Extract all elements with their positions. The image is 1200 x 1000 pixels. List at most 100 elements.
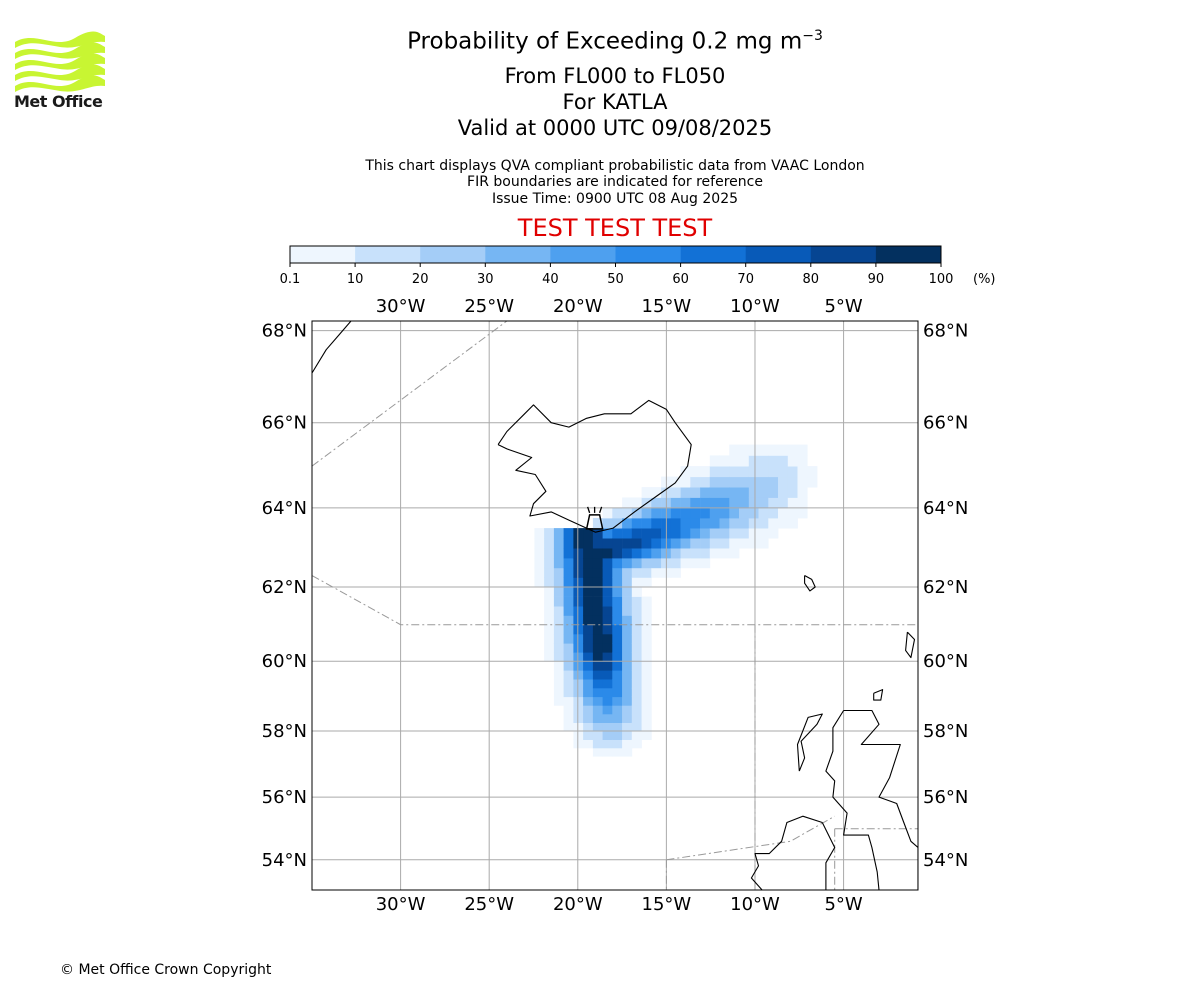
plume-cell xyxy=(553,624,564,635)
plume-cell xyxy=(631,714,642,723)
plume-cell xyxy=(631,567,642,578)
plume-cell xyxy=(690,518,701,529)
plume-cell xyxy=(729,528,740,539)
issue-time: Issue Time: 0900 UTC 08 Aug 2025 xyxy=(491,191,739,207)
plume-cell xyxy=(602,507,613,519)
plume-cell xyxy=(631,643,642,653)
plume-cell xyxy=(534,538,545,549)
plume-cell xyxy=(563,722,574,732)
plume-cell xyxy=(544,567,555,578)
plume-cell xyxy=(534,567,545,578)
plume-cell xyxy=(709,466,720,478)
plume-cell xyxy=(709,455,720,467)
plume-cell xyxy=(631,548,642,559)
plume-cell xyxy=(641,634,652,644)
colorbar-segment xyxy=(875,246,942,263)
colorbar-segment xyxy=(680,246,746,263)
plume-cell xyxy=(553,643,564,653)
plume-cell xyxy=(739,528,750,539)
coastlines xyxy=(312,321,918,890)
plume-cell xyxy=(573,596,584,607)
plume-cell xyxy=(592,731,603,740)
plume-cell xyxy=(602,596,613,607)
plume-cell xyxy=(729,548,740,559)
plume-cell xyxy=(631,696,642,706)
plume-cell xyxy=(758,476,769,488)
plume-cell xyxy=(670,497,681,509)
plume-cell xyxy=(631,606,642,616)
plume-cell xyxy=(748,455,759,467)
plume-cell xyxy=(670,487,681,498)
latitude-label: 66°N xyxy=(262,413,307,434)
plume-cell xyxy=(612,722,623,732)
plume-cell xyxy=(622,615,633,626)
plume-cell xyxy=(748,497,759,509)
plume-cell xyxy=(622,739,633,749)
plume-cell xyxy=(602,518,613,529)
longitude-label: 10°W xyxy=(730,296,780,317)
ash-probability-plume xyxy=(534,444,818,757)
plume-cell xyxy=(602,722,613,732)
plume-cell xyxy=(631,679,642,689)
plume-cell xyxy=(729,455,740,467)
plume-cell xyxy=(612,624,623,635)
coastline xyxy=(905,631,916,659)
plume-cell xyxy=(739,497,750,509)
plume-cell xyxy=(592,558,603,569)
plume-cell xyxy=(602,528,613,539)
plume-cell xyxy=(602,687,613,698)
plume-cell xyxy=(573,548,584,559)
plume-cell xyxy=(719,476,730,488)
plume-cell xyxy=(583,652,594,662)
plume-cell xyxy=(612,714,623,723)
plume-cell xyxy=(778,444,789,456)
plume-cell xyxy=(641,679,652,689)
longitude-label: 30°W xyxy=(376,296,426,317)
plume-cell xyxy=(622,528,633,539)
plume-cell xyxy=(612,687,623,698)
flight-level-range: From FL000 to FL050 xyxy=(504,64,726,88)
plume-cell xyxy=(631,507,642,519)
chart-title: Probability of Exceeding 0.2 mg m−3 xyxy=(0,28,1200,55)
plume-cell xyxy=(553,679,564,689)
longitude-label: 5°W xyxy=(824,296,862,317)
plume-cell xyxy=(583,687,594,698)
plume-cell xyxy=(602,643,613,653)
plume-cell xyxy=(534,558,545,569)
plume-cell xyxy=(592,696,603,706)
plume-cell xyxy=(758,528,769,539)
plume-cell xyxy=(778,466,789,478)
plume-cell xyxy=(719,518,730,529)
plume-cell xyxy=(631,538,642,549)
plume-cell xyxy=(680,466,691,478)
plume-cell xyxy=(690,548,701,559)
plume-cell xyxy=(622,643,633,653)
plume-cell xyxy=(778,507,789,519)
plume-cell xyxy=(680,548,691,559)
plume-cell xyxy=(768,444,779,456)
plume-cell xyxy=(583,615,594,626)
plume-cell xyxy=(563,596,574,607)
plume-cell xyxy=(563,558,574,569)
plume-cell xyxy=(719,466,730,478)
plume-cell xyxy=(758,466,769,478)
colorbar-segment xyxy=(355,246,421,263)
plume-cell xyxy=(787,497,798,509)
colorbar-tick-label: 0.1 xyxy=(280,272,301,287)
plume-cell xyxy=(768,497,779,509)
plume-cell xyxy=(573,696,584,706)
plume-cell xyxy=(563,696,574,706)
plume-cell xyxy=(573,538,584,549)
plume-cell xyxy=(573,705,584,715)
plume-cell xyxy=(612,507,623,519)
plume-cell xyxy=(739,466,750,478)
colorbar-segment xyxy=(615,246,681,263)
colorbar-tick-label: 20 xyxy=(412,272,429,287)
plume-cell xyxy=(651,558,662,569)
plume-cell xyxy=(690,528,701,539)
plume-cell xyxy=(612,518,623,529)
plume-cell xyxy=(690,466,701,478)
plume-cell xyxy=(563,652,574,662)
plume-cell xyxy=(563,587,574,597)
plume-cell xyxy=(719,548,730,559)
